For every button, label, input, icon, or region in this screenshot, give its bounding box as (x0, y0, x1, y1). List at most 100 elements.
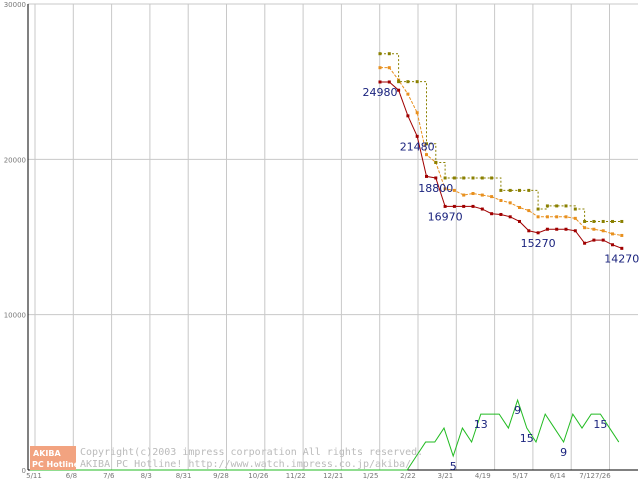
x-tick-label: 5/11 (26, 472, 42, 480)
data-point (518, 219, 521, 223)
data-label: 16970 (428, 210, 463, 223)
data-label: 13 (474, 418, 488, 431)
data-point (462, 176, 466, 180)
data-point (564, 215, 568, 219)
y-tick-label: 20000 (4, 156, 26, 164)
data-point (555, 204, 559, 208)
data-point (471, 176, 475, 180)
watermark-logo-top: AKIBA (33, 449, 61, 458)
data-point (425, 142, 428, 146)
data-point (452, 204, 456, 208)
data-label: 15 (593, 418, 607, 431)
watermark-logo-bottom: PC Hotline! (32, 460, 83, 469)
x-tick-label: 1/25 (363, 472, 379, 480)
data-point (387, 52, 391, 56)
watermark: AKIBA PC Hotline! Copyright(c)2003 impre… (30, 446, 423, 470)
y-tick-labels: 30000 20000 10000 0 (4, 1, 26, 475)
data-point (527, 209, 531, 213)
y-tick-label: 0 (22, 467, 26, 475)
x-tick-label: 8/31 (176, 472, 192, 480)
data-point (545, 227, 549, 231)
data-point (620, 246, 624, 250)
data-label: 21480 (400, 140, 435, 153)
data-point (480, 207, 484, 211)
data-point (443, 204, 447, 208)
data-point (573, 229, 577, 233)
data-point (378, 80, 382, 84)
data-point (583, 241, 587, 245)
watermark-copyright: Copyright(c)2003 impress corporation All… (80, 447, 423, 458)
x-tick-labels: 5/11 6/8 7/6 8/3 8/31 9/28 10/26 11/22 12/21 1/25… (26, 472, 611, 480)
data-point (499, 198, 503, 202)
x-tick-label: 6/14 (550, 472, 566, 480)
data-point (592, 227, 596, 231)
data-point (545, 215, 549, 219)
data-point (443, 176, 447, 180)
x-tick-label: 6/8 (66, 472, 77, 480)
data-label: 9 (514, 404, 521, 417)
x-tick-label: 4/19 (475, 472, 491, 480)
data-label: 9 (560, 446, 567, 459)
data-point (545, 204, 549, 208)
data-point (397, 80, 401, 84)
data-point (536, 231, 540, 235)
data-label: 18800 (418, 182, 453, 195)
x-tick-label: 10/26 (248, 472, 269, 480)
data-point (583, 219, 587, 223)
data-point (490, 195, 494, 199)
data-point (527, 188, 531, 192)
data-point (611, 219, 614, 223)
data-point (573, 207, 577, 211)
series-line (30, 398, 620, 471)
watermark-logo (30, 446, 76, 470)
data-point (415, 134, 419, 138)
data-point (592, 219, 596, 223)
x-tick-label: 9/28 (213, 472, 229, 480)
data-point (378, 66, 382, 70)
data-point (406, 80, 410, 84)
series-line (380, 81, 622, 249)
x-tick-label: 7/6 (103, 472, 115, 480)
data-point (471, 192, 475, 196)
series-layer (30, 52, 624, 471)
data-point (378, 52, 382, 56)
x-tick-label: 2/22 (400, 472, 416, 480)
data-labels: 24980 21480 18800 16970 15270 14270 5 13 9 15 9 15 (363, 86, 640, 473)
x-tick-label: 3/21 (438, 472, 454, 480)
data-point (425, 174, 428, 178)
series-line (380, 53, 622, 222)
data-point (536, 207, 540, 211)
x-tick-label: 5/17 (512, 472, 528, 480)
data-point (601, 229, 605, 233)
data-point (406, 92, 410, 96)
data-point (518, 205, 521, 209)
data-point (527, 229, 531, 233)
data-point (434, 176, 438, 180)
data-point (462, 193, 466, 197)
data-point (397, 88, 401, 92)
data-point (471, 204, 475, 208)
data-point (611, 243, 614, 247)
data-point (601, 219, 605, 223)
x-tick-label: 12/21 (323, 472, 343, 480)
data-point (564, 204, 568, 208)
data-point (452, 176, 456, 180)
data-point (620, 219, 624, 223)
data-point (555, 227, 559, 231)
data-point (415, 80, 419, 84)
data-point (434, 160, 438, 164)
data-point (583, 226, 587, 230)
data-point (508, 188, 512, 192)
data-point (592, 238, 596, 242)
data-point (536, 215, 540, 219)
data-point (564, 227, 568, 231)
data-point (611, 232, 614, 236)
data-label: 24980 (363, 86, 398, 99)
x-tick-label: 7/127/26 (579, 472, 611, 480)
data-point (415, 111, 419, 115)
data-label: 15270 (521, 237, 556, 250)
data-point (518, 188, 521, 192)
data-point (425, 153, 428, 157)
data-point (508, 201, 512, 205)
